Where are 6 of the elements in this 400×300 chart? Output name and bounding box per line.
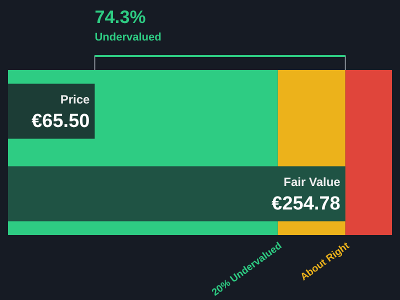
data-label: €65.50 [32,110,90,132]
data-label: €254.78 [272,193,340,214]
chart-title: 74.3% [94,7,146,27]
chart-subtitle: Undervalued [94,32,162,44]
y-tick-label: Price [60,92,90,106]
y-tick-label: Fair Value [284,174,341,189]
